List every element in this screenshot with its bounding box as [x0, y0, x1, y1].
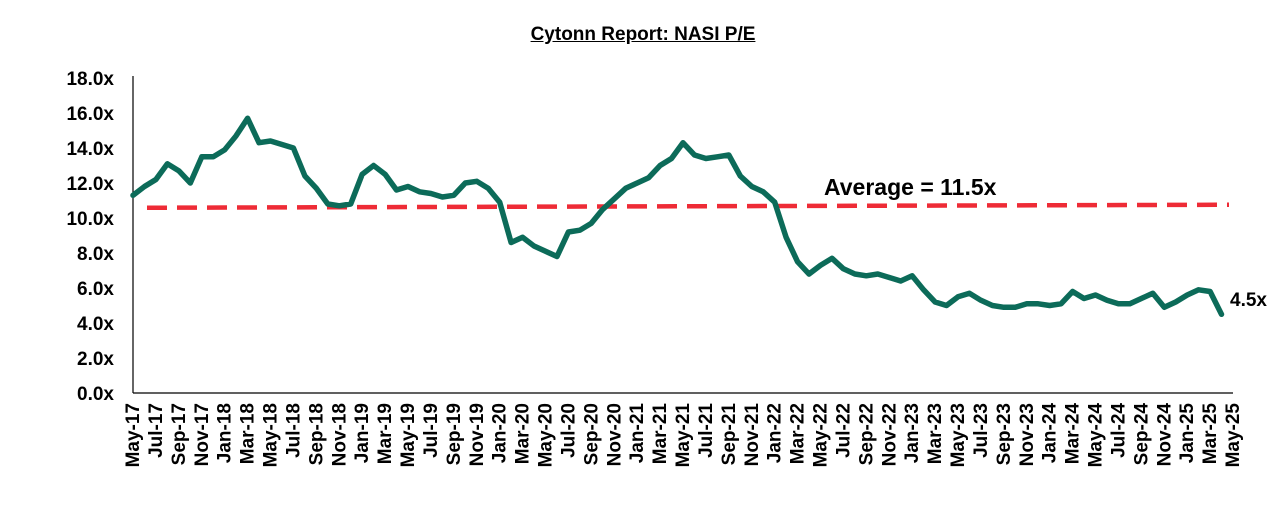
x-tick-label: Sep-18 — [306, 403, 327, 465]
average-line — [146, 202, 1230, 210]
x-tick-label: Jul-22 — [833, 403, 854, 458]
x-tick-label: May-17 — [123, 403, 144, 467]
x-tick-label: Jan-19 — [352, 403, 373, 463]
x-tick-label: Nov-24 — [1154, 403, 1175, 467]
x-tick-label: Sep-23 — [994, 403, 1015, 465]
x-tick-label: May-25 — [1223, 403, 1244, 468]
x-tick-label: Nov-22 — [879, 403, 900, 466]
x-tick-label: Nov-21 — [742, 403, 763, 467]
x-tick-label: Sep-20 — [581, 403, 602, 465]
x-tick-label: Nov-23 — [1017, 403, 1038, 466]
x-tick-label: Mar-24 — [1063, 403, 1084, 465]
x-tick-label: Sep-24 — [1131, 403, 1152, 466]
x-tick-label: Mar-21 — [650, 403, 671, 465]
x-tick-label: May-20 — [536, 403, 557, 467]
last-value-label: 4.5x — [1230, 290, 1267, 311]
x-tick-label: Jul-18 — [283, 403, 304, 458]
x-tick-label: Mar-25 — [1200, 403, 1221, 465]
y-axis-tick-labels: 0.0x 2.0x 4.0x 6.0x 8.0x 10.0x 12.0x 14.0x 16.0x… — [66, 69, 114, 405]
y-tick-label: 16.0x — [66, 104, 114, 125]
series-line-nasi-pe — [130, 115, 1225, 318]
x-tick-label: May-18 — [261, 403, 282, 467]
y-tick-label: 12.0x — [66, 174, 114, 195]
x-tick-label: Mar-20 — [513, 403, 534, 464]
x-tick-label: Jan-21 — [627, 403, 648, 464]
x-tick-label: Mar-22 — [788, 403, 809, 464]
x-tick-label: Jul-24 — [1108, 403, 1129, 458]
y-tick-label: 4.0x — [77, 314, 114, 335]
x-tick-label: Nov-20 — [604, 403, 625, 466]
y-tick-label: 6.0x — [77, 279, 114, 300]
x-tick-label: Jan-22 — [765, 403, 786, 463]
chart-title: Cytonn Report: NASI P/E — [530, 24, 756, 45]
x-tick-label: Jul-23 — [971, 403, 992, 458]
x-tick-label: Jul-20 — [558, 403, 579, 458]
x-tick-label: Sep-22 — [856, 403, 877, 465]
x-tick-label: Jan-24 — [1040, 403, 1061, 464]
x-tick-label: Nov-17 — [192, 403, 213, 466]
x-axis-tick-labels: May-17 Jul-17 Sep-17 Nov-17 Jan-18 Mar-18 May-… — [123, 403, 1244, 468]
x-tick-label: May-21 — [673, 403, 694, 468]
x-tick-label: Jan-23 — [902, 403, 923, 463]
x-tick-label: Sep-19 — [444, 403, 465, 465]
average-label: Average = 11.5x — [824, 174, 997, 200]
x-tick-label: Mar-23 — [925, 403, 946, 464]
x-tick-label: Nov-19 — [467, 403, 488, 466]
x-tick-label: Jan-18 — [215, 403, 236, 463]
x-tick-label: Jul-21 — [696, 403, 717, 458]
y-tick-label: 10.0x — [66, 209, 114, 230]
y-tick-label: 0.0x — [77, 384, 114, 405]
x-tick-label: Jan-20 — [490, 403, 511, 463]
x-tick-label: Sep-21 — [719, 403, 740, 466]
x-tick-label: Mar-19 — [375, 403, 396, 464]
x-tick-label: Jul-19 — [421, 403, 442, 458]
x-tick-label: May-24 — [1086, 403, 1107, 468]
x-tick-label: Nov-18 — [329, 403, 350, 466]
y-tick-label: 18.0x — [66, 69, 114, 90]
x-tick-label: Mar-18 — [238, 403, 259, 464]
x-tick-label: Jul-17 — [146, 403, 167, 458]
x-tick-label: Jan-25 — [1177, 403, 1198, 464]
y-tick-label: 2.0x — [77, 349, 114, 370]
x-tick-label: May-23 — [948, 403, 969, 467]
x-tick-label: May-22 — [811, 403, 832, 467]
y-tick-label: 14.0x — [66, 139, 114, 160]
x-tick-label: Sep-17 — [169, 403, 190, 465]
y-tick-label: 8.0x — [77, 244, 114, 265]
x-tick-label: May-19 — [398, 403, 419, 467]
